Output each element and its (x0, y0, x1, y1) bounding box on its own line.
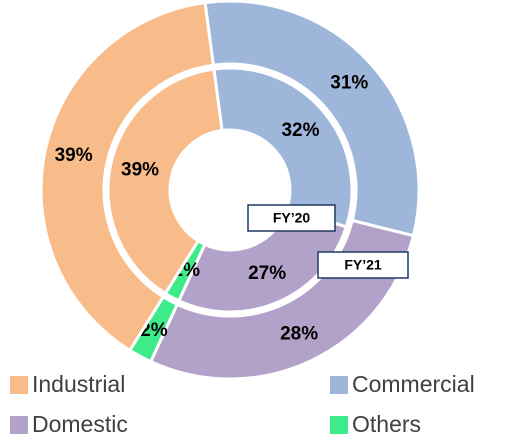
slice (39, 0, 216, 353)
series-tag: FY’21 (344, 257, 382, 273)
data-label: 27% (248, 263, 286, 284)
slice (176, 206, 349, 314)
legend-label: Commercial (352, 371, 475, 397)
legend-swatch (330, 376, 348, 394)
legend-label: Industrial (32, 371, 125, 397)
slice (106, 67, 224, 296)
series-tag-box (247, 204, 336, 232)
data-label: 39% (55, 145, 93, 166)
slice (203, 0, 421, 238)
legend-swatch (10, 376, 28, 394)
data-label: 32% (281, 120, 319, 141)
legend-swatch (330, 416, 348, 434)
data-label: 39% (121, 160, 159, 181)
slice (212, 66, 354, 229)
data-label: 28% (280, 323, 318, 344)
legend-label: Domestic (32, 411, 128, 437)
series-tag-box (317, 251, 409, 279)
series-tag: FY’20 (273, 210, 311, 226)
legend-swatch (10, 416, 28, 434)
legend-label: Others (352, 411, 421, 437)
data-label: 31% (330, 72, 368, 93)
